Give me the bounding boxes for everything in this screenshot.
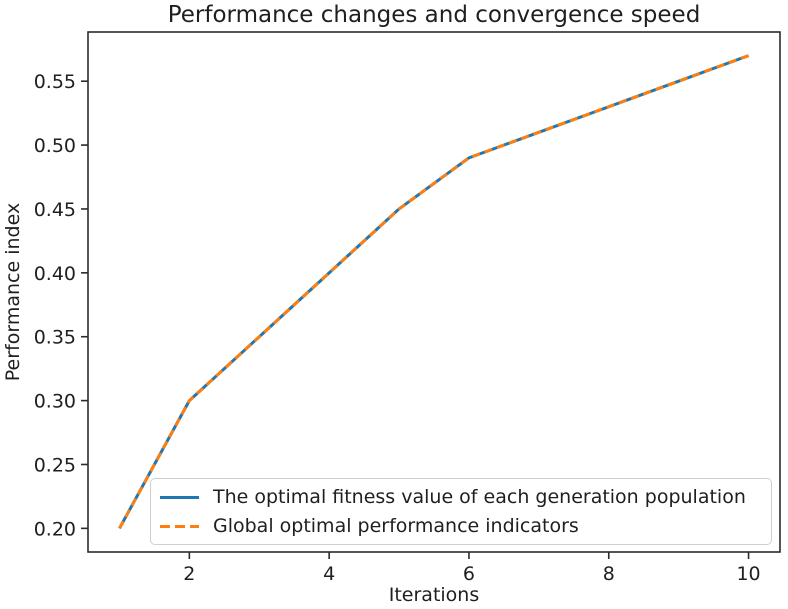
series-line-solid xyxy=(118,54,750,530)
y-tick-label: 0.35 xyxy=(34,327,76,349)
y-tick-label: 0.55 xyxy=(34,71,76,93)
y-tick-label: 0.50 xyxy=(34,135,76,157)
x-tick-label: 8 xyxy=(603,563,615,585)
y-tick-label: 0.40 xyxy=(34,263,76,285)
y-tick-label: 0.25 xyxy=(34,454,76,476)
legend-dashed-line-icon xyxy=(160,524,199,528)
y-tick-label: 0.45 xyxy=(34,199,76,221)
chart-title: Performance changes and convergence spee… xyxy=(167,2,701,28)
legend: The optimal fitness value of each genera… xyxy=(150,478,772,545)
plot-frame xyxy=(87,31,781,553)
legend-item: The optimal fitness value of each genera… xyxy=(151,483,771,512)
x-tick-label: 6 xyxy=(463,563,475,585)
legend-item: Global optimal performance indicators xyxy=(151,512,771,541)
x-tick-label: 4 xyxy=(323,563,335,585)
legend-solid-line-icon xyxy=(160,495,199,499)
y-tick-label: 0.20 xyxy=(34,518,76,540)
x-tick-label: 10 xyxy=(736,563,760,585)
x-tick-label: 2 xyxy=(183,563,195,585)
legend-label: Global optimal performance indicators xyxy=(213,514,579,537)
legend-label: The optimal fitness value of each genera… xyxy=(213,485,746,508)
y-tick-label: 0.30 xyxy=(34,391,76,413)
x-axis-title: Iterations xyxy=(388,584,480,606)
series-line-dashed xyxy=(118,54,750,530)
